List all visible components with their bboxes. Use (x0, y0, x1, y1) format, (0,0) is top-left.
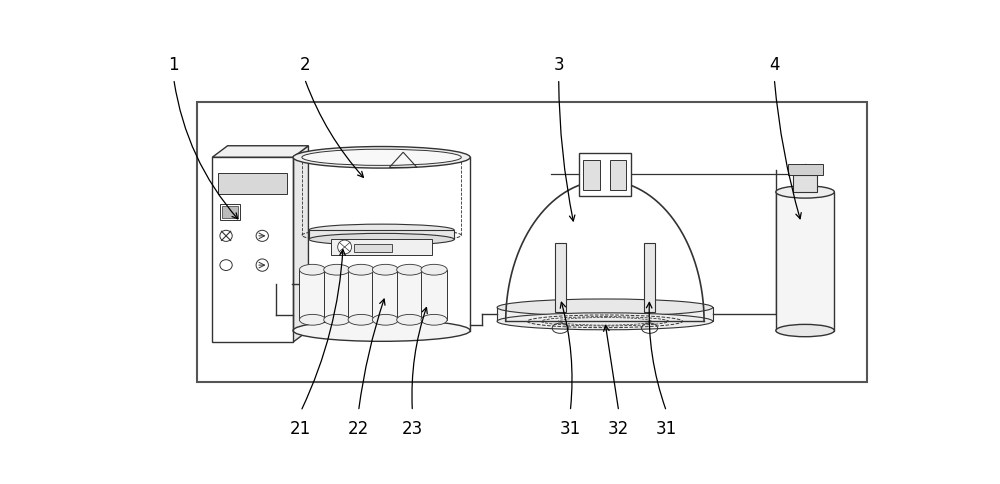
Text: 22: 22 (348, 419, 369, 437)
Bar (776, 193, 834, 331)
Ellipse shape (421, 315, 447, 325)
Bar (583, 161, 600, 190)
Bar (497, 308, 713, 322)
Ellipse shape (256, 259, 268, 272)
Ellipse shape (324, 315, 350, 325)
Ellipse shape (348, 315, 374, 325)
Polygon shape (212, 147, 308, 158)
Bar (397, 270, 423, 320)
Ellipse shape (293, 320, 470, 342)
Bar (579, 154, 631, 197)
Text: 3: 3 (553, 56, 564, 74)
Text: 32: 32 (608, 419, 629, 437)
Bar (222, 206, 238, 219)
Text: 31: 31 (560, 419, 581, 437)
Ellipse shape (372, 315, 399, 325)
Ellipse shape (299, 315, 326, 325)
Ellipse shape (776, 325, 834, 337)
Ellipse shape (324, 265, 350, 275)
Bar (610, 161, 626, 190)
Ellipse shape (421, 265, 447, 275)
Ellipse shape (309, 234, 454, 246)
Bar (793, 176, 817, 193)
Ellipse shape (256, 231, 268, 242)
Ellipse shape (220, 260, 232, 271)
Bar (309, 230, 454, 240)
Ellipse shape (776, 186, 834, 199)
Bar (212, 158, 293, 342)
Ellipse shape (372, 265, 399, 275)
Bar (354, 244, 392, 252)
Bar (421, 270, 447, 320)
Text: 23: 23 (402, 419, 423, 437)
Bar (197, 103, 867, 382)
Ellipse shape (397, 265, 423, 275)
Ellipse shape (293, 147, 470, 169)
Bar (348, 270, 374, 320)
Bar (218, 173, 287, 195)
Ellipse shape (497, 313, 713, 330)
Ellipse shape (299, 265, 326, 275)
Ellipse shape (348, 265, 374, 275)
Bar (299, 270, 326, 320)
Text: 4: 4 (769, 56, 780, 74)
Text: 31: 31 (656, 419, 677, 437)
Ellipse shape (309, 225, 454, 237)
Bar (324, 270, 350, 320)
Bar (555, 243, 566, 313)
Text: 2: 2 (299, 56, 310, 74)
Bar (331, 240, 432, 255)
Bar (788, 165, 823, 176)
Ellipse shape (220, 231, 232, 242)
Ellipse shape (338, 241, 352, 255)
Bar (220, 204, 240, 221)
Polygon shape (293, 147, 308, 342)
Text: 21: 21 (290, 419, 311, 437)
Text: 1: 1 (168, 56, 179, 74)
Bar (372, 270, 399, 320)
Bar (644, 243, 655, 313)
Ellipse shape (397, 315, 423, 325)
Ellipse shape (497, 300, 713, 316)
Ellipse shape (302, 150, 461, 166)
